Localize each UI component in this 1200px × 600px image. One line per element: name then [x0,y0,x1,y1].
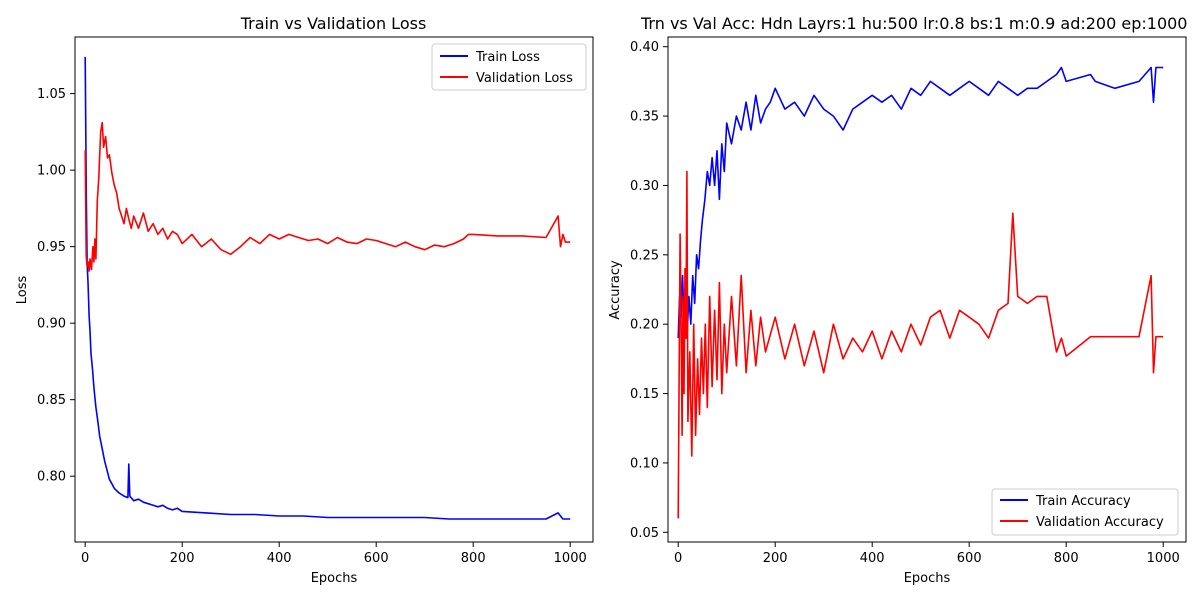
loss-series-line-0 [84,56,571,520]
accuracy-chart-frame [667,36,1187,543]
accuracy-legend-box [991,488,1179,536]
accuracy-legend-label-0: Train Accuracy [1035,494,1131,509]
accuracy-x-tick-label: 1000 [1147,551,1180,566]
loss-chart: Train vs Validation Loss 0 200 400 600 800 10… [15,14,594,586]
accuracy-chart-title: Trn vs Val Acc: Hdn Layrs:1 hu:500 lr:0.… [640,14,1187,33]
loss-chart-y-ticks: 0.80 0.85 0.90 0.95 1.00 1.05 [37,87,75,485]
loss-legend-box [431,43,587,91]
accuracy-chart-marks [677,66,1164,519]
loss-y-tick-label: 0.95 [37,240,66,255]
loss-x-tick-label: 800 [461,551,486,566]
loss-x-tick-label: 600 [364,551,389,566]
loss-y-tick-label: 1.05 [37,87,66,102]
loss-chart-frame [74,36,594,543]
accuracy-x-tick-label: 200 [763,551,788,566]
loss-chart-legend: Train Loss Validation Loss [431,43,587,91]
accuracy-x-tick-label: 0 [674,551,682,566]
accuracy-chart-x-axis-label: Epochs [904,571,951,586]
loss-chart-x-ticks: 0 200 400 600 800 1000 [81,542,587,566]
accuracy-series-line-1 [677,170,1164,519]
loss-legend-label-1: Validation Loss [476,71,573,86]
accuracy-y-tick-label: 0.30 [630,179,659,194]
accuracy-legend-label-1: Validation Accuracy [1036,515,1164,530]
accuracy-chart-legend: Train Accuracy Validation Accuracy [991,488,1179,536]
loss-x-tick-label: 400 [267,551,292,566]
accuracy-x-tick-label: 800 [1054,551,1079,566]
loss-y-tick-label: 1.00 [37,164,66,179]
accuracy-y-tick-label: 0.15 [630,387,659,402]
loss-chart-x-axis-label: Epochs [311,571,358,586]
accuracy-y-tick-label: 0.40 [630,40,659,55]
loss-legend-label-0: Train Loss [475,50,540,65]
loss-chart-marks [84,56,571,520]
accuracy-chart-x-ticks: 0 200 400 600 800 1000 [674,542,1180,566]
accuracy-chart-y-axis-label: Accuracy [608,260,623,320]
accuracy-chart-y-ticks: 0.05 0.10 0.15 0.20 0.25 0.30 0.35 0.40 [630,40,668,541]
loss-chart-y-axis-label: Loss [15,276,30,305]
loss-y-tick-label: 0.90 [37,317,66,332]
loss-y-tick-label: 0.85 [37,393,66,408]
loss-y-tick-label: 0.80 [37,470,66,485]
accuracy-x-tick-label: 600 [957,551,982,566]
accuracy-y-tick-label: 0.25 [630,248,659,263]
accuracy-chart: Trn vs Val Acc: Hdn Layrs:1 hu:500 lr:0.… [608,14,1187,586]
loss-series-line-1 [84,121,571,272]
loss-chart-title: Train vs Validation Loss [240,14,427,33]
accuracy-y-tick-label: 0.20 [630,318,659,333]
accuracy-y-tick-label: 0.10 [630,456,659,471]
loss-x-tick-label: 200 [170,551,195,566]
accuracy-y-tick-label: 0.35 [630,110,659,125]
accuracy-y-tick-label: 0.05 [630,526,659,541]
loss-x-tick-label: 0 [81,551,89,566]
accuracy-series-line-0 [677,66,1164,339]
loss-x-tick-label: 1000 [554,551,587,566]
accuracy-x-tick-label: 400 [860,551,885,566]
